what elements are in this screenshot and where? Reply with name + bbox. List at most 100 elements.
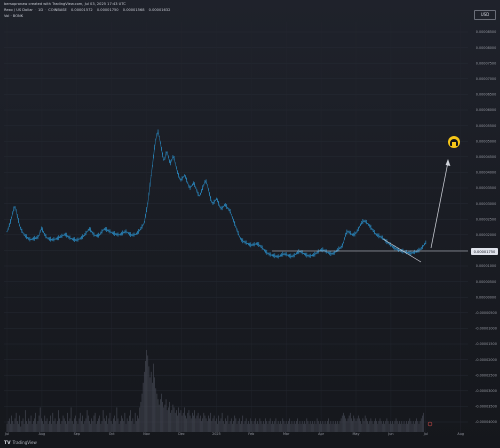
volume-bar bbox=[27, 423, 28, 432]
volume-bar bbox=[75, 415, 77, 432]
volume-bar bbox=[140, 401, 142, 432]
volume-bar bbox=[151, 382, 153, 432]
volume-bar bbox=[46, 418, 48, 432]
volume-bar bbox=[227, 415, 229, 432]
last-price-tag: 0.00001750 bbox=[471, 248, 498, 255]
volume-bar bbox=[317, 421, 319, 432]
volume-bar bbox=[157, 399, 159, 432]
volume-bar bbox=[70, 407, 72, 432]
volume-bar bbox=[113, 418, 114, 432]
volume-bar bbox=[379, 418, 381, 432]
volume-bar bbox=[59, 418, 60, 432]
volume-bar bbox=[408, 421, 409, 432]
volume-bar bbox=[236, 423, 238, 432]
volume-bar bbox=[206, 421, 208, 432]
volume-bar bbox=[331, 423, 333, 432]
y-tick-label: 0.00007000 bbox=[476, 77, 497, 81]
volume-bar bbox=[419, 421, 421, 432]
volume-bar bbox=[42, 421, 43, 432]
volume-bar bbox=[396, 421, 398, 432]
volume-bar bbox=[262, 421, 264, 432]
nerd-face-emoji-icon bbox=[448, 136, 460, 148]
volume-bar bbox=[91, 418, 93, 432]
volume-bar bbox=[61, 421, 63, 432]
y-tick-label: 0.00002500 bbox=[476, 217, 497, 221]
volume-bar bbox=[211, 421, 213, 432]
x-tick-label: Feb bbox=[248, 432, 254, 436]
volume-bar bbox=[298, 423, 300, 432]
currency-selector[interactable]: USD bbox=[474, 10, 496, 20]
volume-bar bbox=[82, 415, 83, 432]
volume-bar bbox=[277, 421, 279, 432]
volume-bar bbox=[224, 423, 225, 432]
ohlc-open: 0.00001572 bbox=[70, 8, 93, 12]
volume-bar bbox=[178, 407, 179, 432]
ohlc-values: 0.00001572 0.00001750 0.00001568 0.00001… bbox=[68, 8, 170, 12]
volume-bar bbox=[106, 415, 107, 432]
volume-bar bbox=[36, 423, 38, 432]
volume-bar bbox=[105, 421, 106, 432]
volume-bar bbox=[130, 410, 131, 432]
exchange-label: COINBASE bbox=[48, 8, 67, 12]
volume-bar bbox=[363, 421, 365, 432]
projection-arrow[interactable] bbox=[430, 161, 449, 249]
volume-bar bbox=[409, 418, 411, 432]
grid-lines bbox=[4, 22, 468, 436]
volume-bar bbox=[74, 418, 75, 432]
price-series bbox=[6, 129, 427, 259]
volume-bar bbox=[197, 412, 199, 432]
volume-bar bbox=[99, 415, 101, 432]
volume-bar bbox=[359, 418, 360, 432]
volume-bar bbox=[311, 423, 312, 432]
volume-bar bbox=[405, 421, 407, 432]
volume-legend[interactable]: Vol · BONK bbox=[4, 14, 24, 18]
volume-bar bbox=[30, 415, 32, 432]
volume-bar bbox=[276, 423, 278, 432]
y-tick-label: -0.00003000 bbox=[475, 389, 497, 393]
volume-bar bbox=[300, 423, 302, 432]
volume-bar bbox=[370, 418, 372, 432]
trend-line[interactable] bbox=[382, 238, 422, 263]
volume-bar bbox=[288, 421, 289, 432]
volume-bar bbox=[309, 421, 311, 432]
volume-bar bbox=[403, 421, 405, 432]
ohlc-low: 0.00001568 bbox=[122, 8, 145, 12]
volume-bar bbox=[246, 423, 248, 432]
volume-bar bbox=[289, 418, 290, 432]
volume-bar bbox=[147, 355, 149, 432]
volume-bar bbox=[265, 418, 266, 432]
volume-bar bbox=[361, 423, 363, 432]
volume-bar bbox=[26, 421, 27, 432]
volume-bar bbox=[208, 415, 209, 432]
volume-bar bbox=[266, 421, 268, 432]
volume-bar bbox=[37, 421, 39, 432]
volume-bar bbox=[18, 423, 19, 432]
volume-bar bbox=[270, 423, 272, 432]
volume-bar bbox=[11, 415, 12, 432]
volume-bar bbox=[188, 410, 190, 432]
volume-bar bbox=[394, 421, 396, 432]
volume-bar bbox=[81, 421, 82, 432]
symbol-name[interactable]: Rexo / US Dollar bbox=[4, 8, 33, 12]
volume-bar bbox=[210, 412, 212, 432]
volume-bar bbox=[87, 415, 89, 432]
volume-bar bbox=[123, 421, 125, 432]
volume-bar bbox=[69, 418, 71, 432]
price-axis[interactable]: 0.00008500 0.00008000 0.00007500 0.00007000… bbox=[475, 30, 497, 424]
volume-bar bbox=[381, 423, 383, 432]
volume-bar bbox=[94, 412, 96, 432]
volume-bar bbox=[66, 423, 67, 432]
volume-bar bbox=[21, 421, 23, 432]
interval-label[interactable]: 1D bbox=[38, 8, 44, 12]
volume-bar bbox=[355, 421, 357, 432]
time-axis[interactable]: Jul Aug Sep Oct Nov Dec 2025 Feb Mar Apr May Jun Jul… bbox=[4, 432, 464, 436]
volume-bar bbox=[177, 415, 178, 432]
volume-bar bbox=[415, 421, 416, 432]
volume-bar bbox=[372, 423, 374, 432]
volume-bar bbox=[332, 421, 334, 432]
volume-bar bbox=[397, 423, 399, 432]
y-tick-label: 0.00007500 bbox=[476, 61, 497, 65]
volume-bar bbox=[146, 350, 147, 432]
volume-bar bbox=[329, 423, 331, 432]
